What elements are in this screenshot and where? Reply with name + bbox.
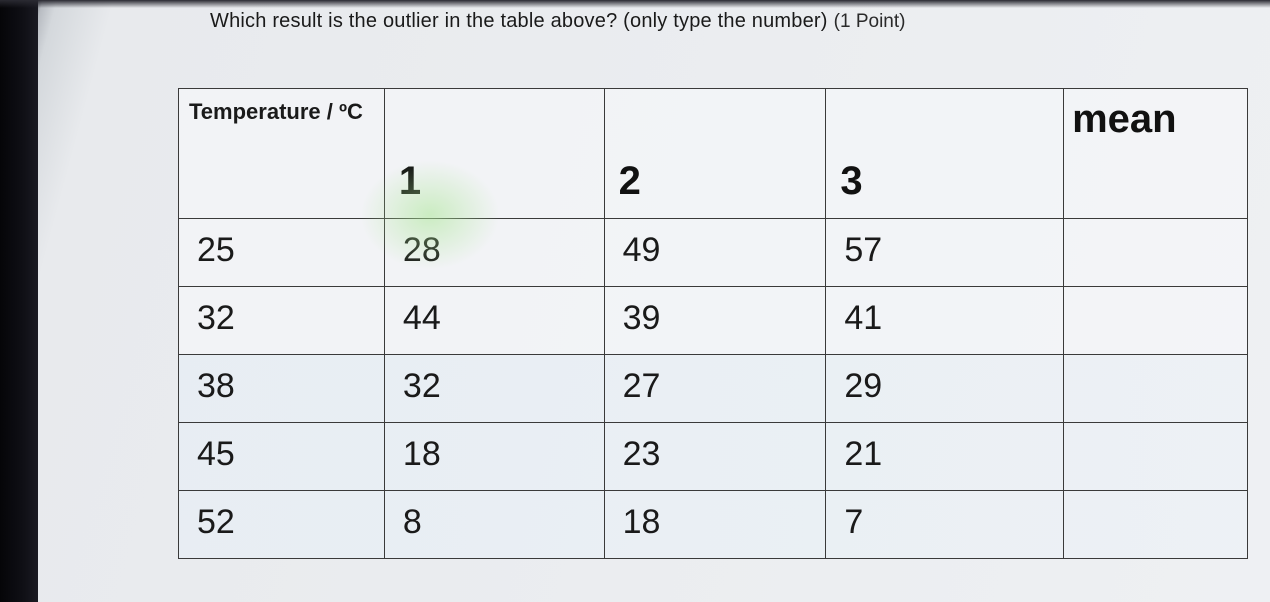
table-row: 38 32 27 29	[179, 355, 1248, 423]
cell-value: 28	[385, 219, 604, 270]
table-header-row: Temperature / ºC 1 2 3 mean	[179, 89, 1248, 219]
cell-temp: 32	[179, 287, 384, 338]
question-content: Which result is the outlier in the table…	[0, 0, 1270, 602]
cell-value: 18	[605, 491, 826, 542]
cell-value: 8	[385, 491, 604, 542]
header-col-2-label: 2	[605, 89, 826, 218]
cell-temp: 25	[179, 219, 384, 270]
cell-value: 21	[826, 423, 1063, 474]
data-table: Temperature / ºC 1 2 3 mean 25 28 49	[178, 88, 1248, 559]
header-temperature-label: Temperature / ºC	[179, 89, 384, 125]
cell-value: 18	[385, 423, 604, 474]
header-col-1: 1	[384, 89, 604, 219]
cell-temp: 45	[179, 423, 384, 474]
cell-value: 27	[605, 355, 826, 406]
header-col-3-label: 3	[826, 89, 1063, 218]
cell-value: 44	[385, 287, 604, 338]
header-col-2: 2	[604, 89, 826, 219]
question-points: (1 Point)	[834, 11, 906, 33]
cell-value: 39	[605, 287, 826, 338]
question-prompt-row: Which result is the outlier in the table…	[210, 10, 1210, 33]
question-text: Which result is the outlier in the table…	[210, 10, 828, 33]
cell-mean	[1064, 355, 1247, 367]
cell-value: 23	[605, 423, 826, 474]
cell-mean	[1064, 423, 1247, 435]
table-row: 52 8 18 7	[179, 491, 1248, 559]
header-col-1-label: 1	[385, 89, 604, 218]
header-mean: mean	[1064, 89, 1248, 219]
cell-mean	[1064, 219, 1247, 231]
cell-value: 57	[826, 219, 1063, 270]
table-row: 25 28 49 57	[179, 219, 1248, 287]
cell-value: 49	[605, 219, 826, 270]
header-col-3: 3	[826, 89, 1064, 219]
cell-temp: 52	[179, 491, 384, 542]
table-row: 32 44 39 41	[179, 287, 1248, 355]
cell-value: 32	[385, 355, 604, 406]
header-temperature: Temperature / ºC	[179, 89, 385, 219]
cell-mean	[1064, 287, 1247, 299]
cell-value: 7	[826, 491, 1063, 542]
table-row: 45 18 23 21	[179, 423, 1248, 491]
cell-mean	[1064, 491, 1247, 503]
cell-value: 29	[826, 355, 1063, 406]
cell-value: 41	[826, 287, 1063, 338]
data-table-wrap: Temperature / ºC 1 2 3 mean 25 28 49	[178, 88, 1248, 559]
cell-temp: 38	[179, 355, 384, 406]
header-mean-label: mean	[1064, 89, 1247, 142]
